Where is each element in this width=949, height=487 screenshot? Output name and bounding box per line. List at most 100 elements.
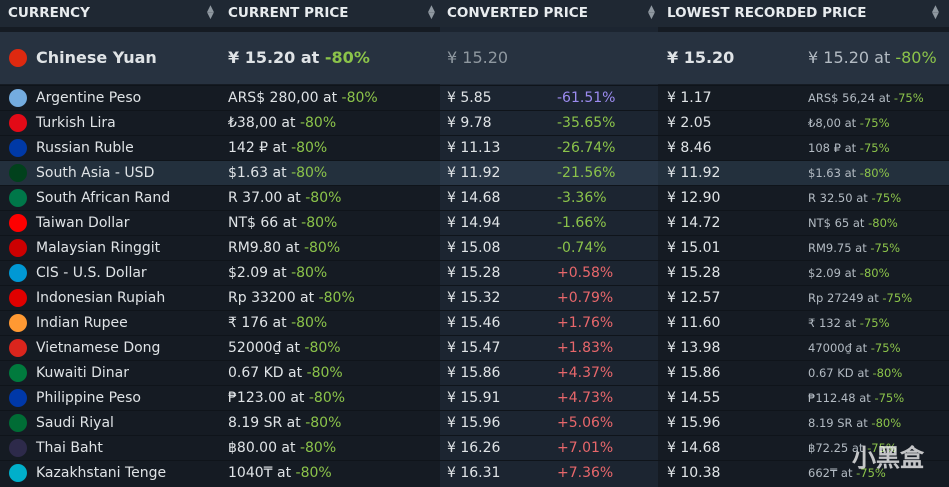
lowest: ¥ 14.72 xyxy=(667,215,721,231)
diff: +4.37% xyxy=(557,365,614,381)
price-text: RM9.80 at xyxy=(228,240,300,256)
currency: South Asia - USD xyxy=(36,165,155,181)
price-text: 662₸ at xyxy=(808,466,853,480)
currency: Vietnamese Dong xyxy=(36,340,161,356)
column-header[interactable]: CONVERTED PRICE xyxy=(447,5,588,21)
price: 1040₸ at -80% xyxy=(228,461,332,486)
lowest-price: 662₸ at -75% xyxy=(808,461,886,486)
discount: -80% xyxy=(291,140,328,156)
lowest-price: ฿72.25 at -75% xyxy=(808,436,897,461)
header: CURRENCY ▲ ▼ CURRENT PRICE ▲ ▼ CONVERTED P… xyxy=(0,0,949,27)
diff: +0.58% xyxy=(557,265,614,281)
converted: ¥ 15.96 xyxy=(447,415,501,431)
price-text: 0.67 KD at xyxy=(228,365,303,381)
sort-icon[interactable]: ▲ ▼ xyxy=(648,4,655,21)
converted: ¥ 16.26 xyxy=(447,440,501,456)
converted: ¥ 5.85 xyxy=(447,90,492,106)
price-text: RM9.75 at xyxy=(808,241,867,255)
row: Turkish Lira ₺38,00 at -80% ¥ 9.78 -35.65% ¥… xyxy=(0,110,949,136)
sort-icon[interactable]: ▲ ▼ xyxy=(932,4,939,21)
featured-row: Chinese Yuan ¥ 15.20 at -80% ¥ 15.20 ¥ 1… xyxy=(0,32,949,84)
column-header[interactable]: CURRENT PRICE xyxy=(228,5,349,21)
currency: Chinese Yuan xyxy=(36,48,157,67)
flag xyxy=(9,464,27,482)
row: Thai Baht ฿80.00 at -80% ¥ 16.26 +7.01% ¥ 14… xyxy=(0,435,949,461)
lowest: ¥ 15.01 xyxy=(667,240,721,256)
sort-icon[interactable]: ▲ ▼ xyxy=(207,4,214,21)
price: 142 ₽ at -80% xyxy=(228,136,327,161)
price-text: ₹ 132 at xyxy=(808,316,857,330)
diff: -35.65% xyxy=(557,115,616,131)
discount: -75% xyxy=(859,116,890,130)
price-text: ₺8,00 at xyxy=(808,116,857,130)
price: R 37.00 at -80% xyxy=(228,186,341,211)
row: Indian Rupee ₹ 176 at -80% ¥ 15.46 +1.76% ¥ … xyxy=(0,310,949,336)
currency: Russian Ruble xyxy=(36,140,134,156)
price-text: $2.09 at xyxy=(228,265,287,281)
row: Russian Ruble 142 ₽ at -80% ¥ 11.13 -26.74%… xyxy=(0,135,949,161)
discount: -75% xyxy=(882,291,913,305)
lowest-price: NT$ 65 at -80% xyxy=(808,211,898,236)
row: Argentine Peso ARS$ 280,00 at -80% ¥ 5.85 -… xyxy=(0,85,949,111)
converted: ¥ 11.13 xyxy=(447,140,501,156)
currency: Thai Baht xyxy=(36,440,103,456)
flag xyxy=(9,89,27,107)
flag xyxy=(9,314,27,332)
discount: -80% xyxy=(301,215,338,231)
flag xyxy=(9,264,27,282)
converted: ¥ 15.91 xyxy=(447,390,501,406)
price: $1.63 at -80% xyxy=(228,161,327,186)
price-text: ฿72.25 at xyxy=(808,441,864,455)
price: ₱123.00 at -80% xyxy=(228,386,345,411)
column-header[interactable]: CURRENCY xyxy=(8,5,90,21)
discount: -75% xyxy=(871,191,902,205)
row: South Asia - USD $1.63 at -80% ¥ 11.92 -21.… xyxy=(0,160,949,186)
price-text: 8.19 SR at xyxy=(808,416,868,430)
lowest: ¥ 14.68 xyxy=(667,440,721,456)
diff: -26.74% xyxy=(557,140,616,156)
diff: +1.83% xyxy=(557,340,614,356)
lowest: ¥ 15.96 xyxy=(667,415,721,431)
price-text: ฿80.00 at xyxy=(228,440,296,456)
price: ₺38,00 at -80% xyxy=(228,111,336,136)
flag xyxy=(9,214,27,232)
diff: -61.51% xyxy=(557,90,616,106)
row: Kazakhstani Tenge 1040₸ at -80% ¥ 16.31 +7.… xyxy=(0,460,949,486)
price-text: ₱123.00 at xyxy=(228,390,305,406)
price-text: NT$ 66 at xyxy=(228,215,297,231)
converted: ¥ 15.47 xyxy=(447,340,501,356)
lowest-price: ₺8,00 at -75% xyxy=(808,111,890,136)
price-text: ₺38,00 at xyxy=(228,115,296,131)
row: Vietnamese Dong 52000₫ at -80% ¥ 15.47 +1.8… xyxy=(0,335,949,361)
currency: Taiwan Dollar xyxy=(36,215,130,231)
price-text: ₱112.48 at xyxy=(808,391,871,405)
column-header[interactable]: LOWEST RECORDED PRICE xyxy=(667,5,867,21)
price-text: $1.63 at xyxy=(228,165,287,181)
discount: -80% xyxy=(895,48,937,67)
discount: -80% xyxy=(291,315,328,331)
currency: Malaysian Ringgit xyxy=(36,240,161,256)
discount: -80% xyxy=(305,415,342,431)
lowest-price: R 32.50 at -75% xyxy=(808,186,901,211)
discount: -80% xyxy=(859,166,890,180)
row: Kuwaiti Dinar 0.67 KD at -80% ¥ 15.86 +4.37… xyxy=(0,360,949,386)
discount: -75% xyxy=(870,341,901,355)
lowest-price: 8.19 SR at -80% xyxy=(808,411,901,436)
sort-icon[interactable]: ▲ ▼ xyxy=(428,4,435,21)
row: Indonesian Rupiah Rp 33200 at -80% ¥ 15.32… xyxy=(0,285,949,311)
converted: ¥ 15.28 xyxy=(447,265,501,281)
lowest: ¥ 11.92 xyxy=(667,165,721,181)
row: CIS - U.S. Dollar $2.09 at -80% ¥ 15.28 +0.… xyxy=(0,260,949,286)
discount: -75% xyxy=(859,141,890,155)
discount: -80% xyxy=(341,90,378,106)
price-text: 108 ₽ at xyxy=(808,141,857,155)
price: Rp 33200 at -80% xyxy=(228,286,355,311)
lowest: ¥ 15.20 xyxy=(667,48,735,67)
diff: -0.74% xyxy=(557,240,607,256)
price-text: R 32.50 at xyxy=(808,191,868,205)
price: RM9.80 at -80% xyxy=(228,236,340,261)
price: ₹ 176 at -80% xyxy=(228,311,327,336)
flag xyxy=(9,49,27,67)
row: Saudi Riyal 8.19 SR at -80% ¥ 15.96 +5.06% ¥… xyxy=(0,410,949,436)
flag xyxy=(9,414,27,432)
